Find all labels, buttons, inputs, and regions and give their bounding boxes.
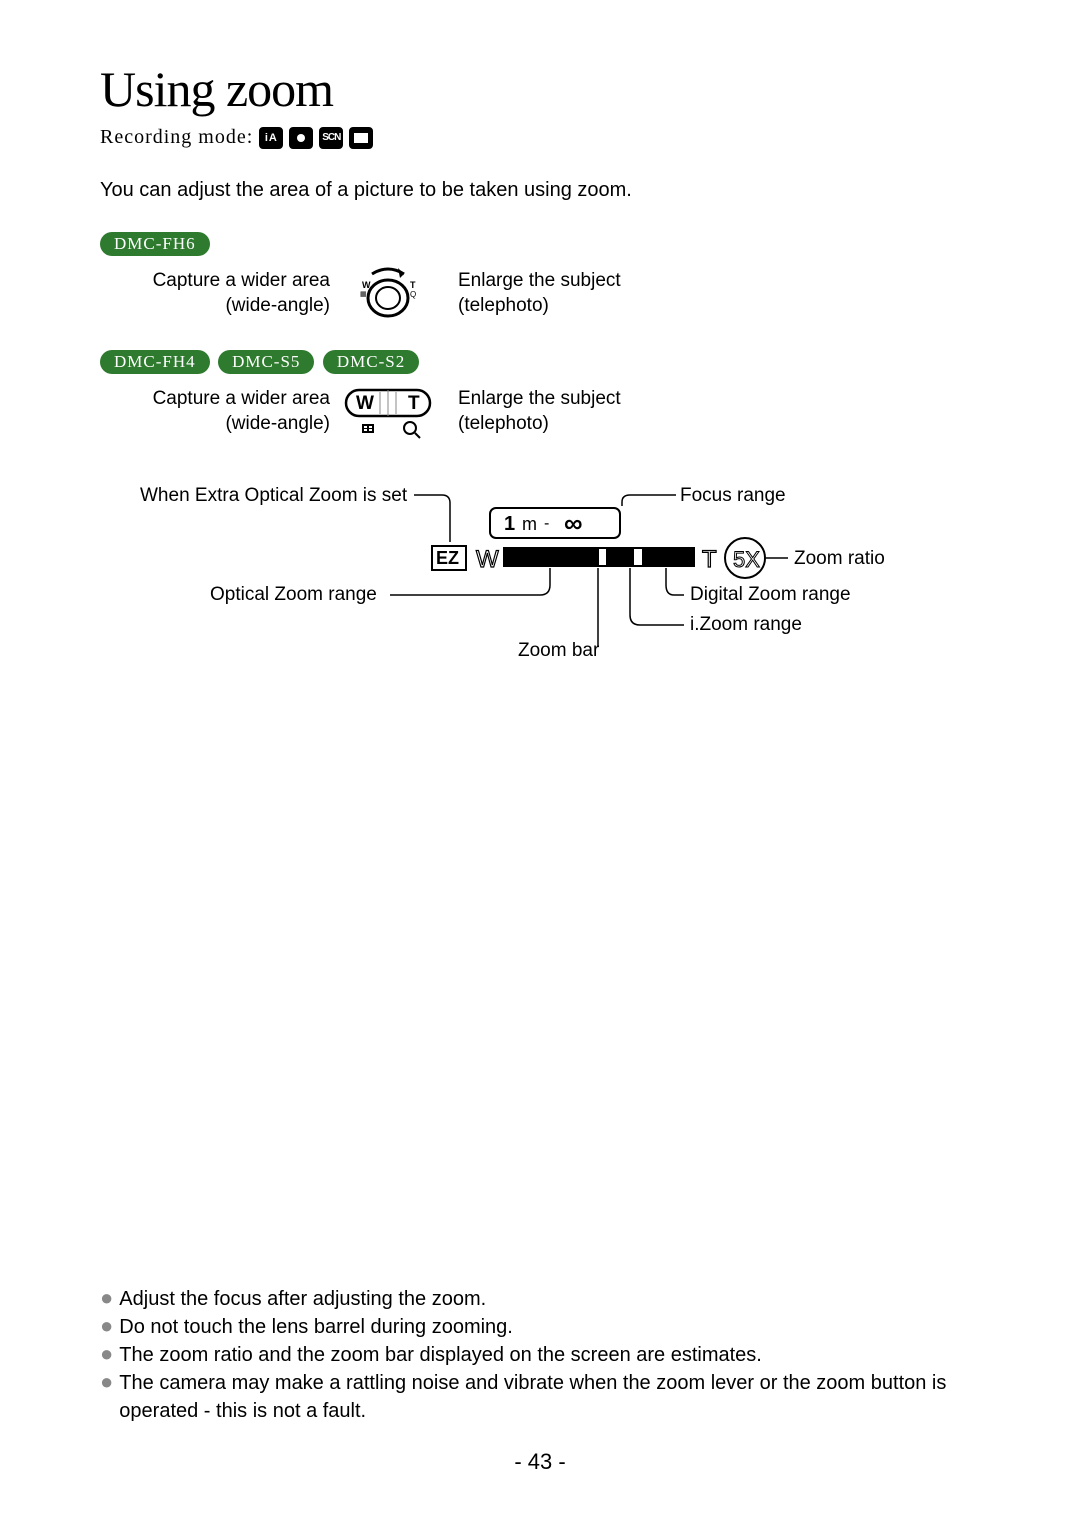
callout-izoom: i.Zoom range (690, 614, 802, 636)
callout-zoombar: Zoom bar (518, 640, 599, 662)
recording-mode-label: Recording mode: (100, 126, 253, 149)
label-text: Capture a wider area (153, 270, 330, 291)
zoom-section-fh6: DMC-FH6 Capture a wider area (wide-angle… (100, 232, 980, 322)
callout-ez: When Extra Optical Zoom is set (140, 485, 407, 507)
model-badge: DMC-S2 (323, 350, 419, 374)
model-badge: DMC-S5 (218, 350, 314, 374)
svg-text:∞: ∞ (564, 508, 583, 538)
callout-zoom-ratio: Zoom ratio (794, 548, 885, 570)
label-text: Enlarge the subject (458, 388, 621, 409)
bullet-icon: ● (100, 1341, 113, 1369)
rocker-w: W (356, 393, 374, 414)
note-text: Do not touch the lens barrel during zoom… (119, 1313, 513, 1341)
intro-text: You can adjust the area of a picture to … (100, 179, 980, 202)
notes-list: ●Adjust the focus after adjusting the zo… (100, 1285, 980, 1425)
svg-text:m: m (522, 514, 537, 534)
callout-focus-range: Focus range (680, 485, 786, 507)
w-outline: W (476, 546, 499, 573)
ez-label: EZ (436, 548, 459, 568)
label-text: Enlarge the subject (458, 270, 621, 291)
note-text: The camera may make a rattling noise and… (119, 1369, 980, 1425)
note-text: The zoom ratio and the zoom bar displaye… (119, 1341, 762, 1369)
model-badge: DMC-FH4 (100, 350, 210, 374)
bullet-icon: ● (100, 1313, 113, 1341)
note-text: Adjust the focus after adjusting the zoo… (119, 1285, 486, 1313)
svg-text:Q: Q (410, 290, 416, 299)
label-text: (wide-angle) (225, 295, 330, 316)
mode-icon-movie (349, 127, 373, 149)
zoom-section-rocker: DMC-FH4 DMC-S5 DMC-S2 Capture a wider ar… (100, 350, 980, 440)
zoom-bar-diagram: 1 m - ∞ EZ W T 5X (100, 470, 980, 670)
wide-angle-label: Capture a wider area (wide-angle) (100, 387, 330, 436)
mode-icon-rec (289, 127, 313, 149)
model-badge: DMC-FH6 (100, 232, 210, 256)
callout-digital: Digital Zoom range (690, 584, 851, 606)
rocker-t: T (408, 393, 420, 414)
page-number: - 43 - (0, 1449, 1080, 1475)
mode-icon-scn: SCN (319, 127, 343, 149)
note-item: ●Adjust the focus after adjusting the zo… (100, 1285, 980, 1313)
svg-text:▦: ▦ (360, 291, 367, 298)
zoom-rocker-icon: W T (338, 384, 438, 440)
t-outline: T (702, 546, 717, 573)
telephoto-label: Enlarge the subject (telephoto) (458, 387, 688, 436)
zoom-ratio-value: 5X (733, 547, 760, 572)
svg-text:-: - (544, 515, 549, 532)
label-text: Capture a wider area (153, 388, 330, 409)
zoom-lever-icon: W ▦ T Q (338, 266, 438, 322)
telephoto-label: Enlarge the subject (telephoto) (458, 269, 688, 318)
callout-optical: Optical Zoom range (210, 584, 377, 606)
svg-text:1: 1 (504, 513, 515, 535)
wide-angle-label: Capture a wider area (wide-angle) (100, 269, 330, 318)
bullet-icon: ● (100, 1369, 113, 1425)
recording-mode-row: Recording mode: iA SCN (100, 126, 980, 149)
label-text: (telephoto) (458, 295, 549, 316)
page-title: Using zoom (100, 60, 980, 118)
label-text: (wide-angle) (225, 413, 330, 434)
note-item: ●The camera may make a rattling noise an… (100, 1369, 980, 1425)
mode-icon-ia: iA (259, 127, 283, 149)
svg-text:W: W (362, 280, 371, 290)
svg-text:T: T (410, 280, 416, 290)
note-item: ●The zoom ratio and the zoom bar display… (100, 1341, 980, 1369)
label-text: (telephoto) (458, 413, 549, 434)
note-item: ●Do not touch the lens barrel during zoo… (100, 1313, 980, 1341)
bullet-icon: ● (100, 1285, 113, 1313)
